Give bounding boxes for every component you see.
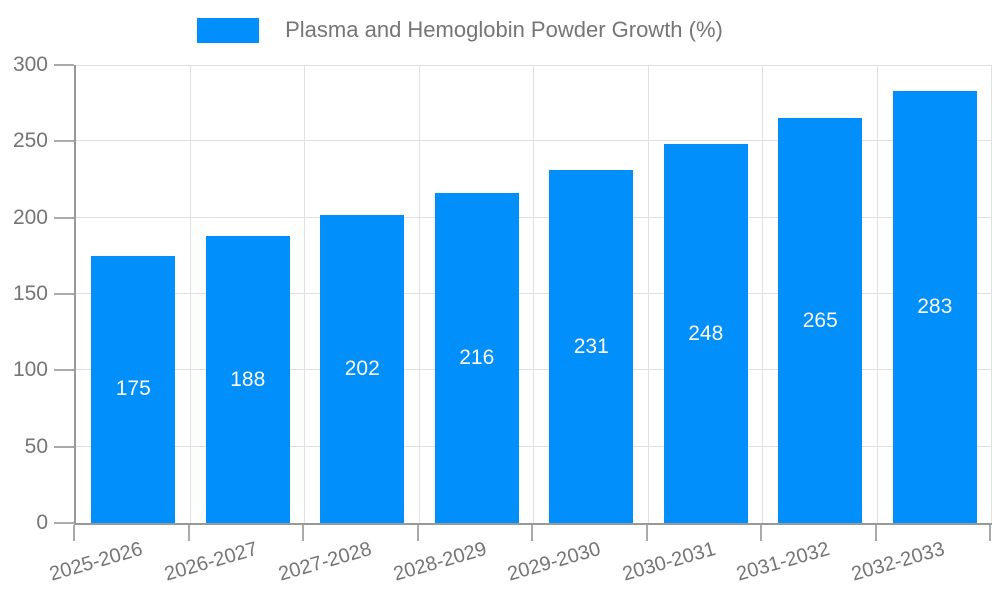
- bar-value-label: 265: [802, 308, 838, 332]
- bar-value-label: 283: [917, 294, 953, 318]
- y-axis-tick-label: 250: [12, 129, 48, 153]
- gridline-vertical: [876, 65, 878, 523]
- gridline-horizontal: [76, 140, 992, 142]
- gridline-vertical: [762, 65, 763, 523]
- bar: 265: [778, 118, 863, 523]
- y-axis-tick-label: 200: [12, 205, 48, 229]
- gridline-horizontal: [76, 216, 992, 218]
- chart-legend[interactable]: Plasma and Hemoglobin Powder Growth (%): [0, 17, 960, 43]
- gridline-vertical: [189, 65, 191, 523]
- y-axis-tick-label: 300: [12, 53, 48, 76]
- x-axis-tick: [531, 525, 533, 541]
- y-axis-tick: [54, 369, 74, 372]
- bar: 248: [663, 144, 748, 523]
- x-axis-tick: [302, 525, 304, 541]
- plot-area: 175 188 202 216 231 248 265 283: [74, 65, 992, 525]
- x-axis-tick: [73, 525, 75, 541]
- y-axis-tick: [54, 64, 74, 66]
- y-axis-tick: [54, 522, 74, 524]
- y-axis-tick-label: 0: [36, 511, 48, 534]
- bar: 216: [434, 193, 519, 523]
- y-axis-tick-label: 150: [12, 282, 48, 305]
- legend-swatch: [197, 17, 260, 43]
- bar: 175: [91, 255, 176, 523]
- x-axis-tick: [760, 525, 762, 541]
- gridline-horizontal: [76, 369, 992, 371]
- x-axis-tick: [416, 525, 419, 541]
- y-axis-tick-label: 100: [12, 358, 48, 382]
- bar: 188: [205, 236, 290, 523]
- gridline-horizontal: [76, 65, 992, 66]
- gridline-vertical: [418, 65, 420, 523]
- x-axis-tick: [645, 525, 648, 541]
- x-axis-tick: [989, 525, 991, 541]
- bar-value-label: 216: [459, 346, 495, 370]
- gridline-vertical: [304, 65, 305, 523]
- bar: 231: [549, 170, 634, 523]
- bar: 283: [892, 90, 977, 523]
- bar-value-label: 231: [573, 334, 609, 358]
- gridline-vertical: [647, 65, 649, 523]
- y-axis-tick: [54, 293, 74, 295]
- legend-label: Plasma and Hemoglobin Powder Growth (%): [285, 17, 723, 42]
- gridline-vertical: [533, 65, 534, 523]
- bar-value-label: 248: [688, 321, 724, 345]
- bar-value-label: 202: [344, 356, 380, 380]
- gridline-horizontal: [76, 293, 992, 294]
- bar-value-label: 175: [115, 377, 151, 401]
- x-axis-tick: [187, 525, 190, 541]
- y-axis-tick: [54, 445, 74, 448]
- bar: 202: [320, 214, 405, 523]
- x-axis-tick: [874, 525, 877, 541]
- y-axis-tick: [54, 140, 74, 143]
- y-axis-tick: [54, 216, 74, 219]
- gridline-vertical: [991, 65, 992, 523]
- bar-value-label: 188: [230, 367, 266, 391]
- y-axis-tick-label: 50: [24, 434, 48, 458]
- gridline-horizontal: [76, 445, 992, 447]
